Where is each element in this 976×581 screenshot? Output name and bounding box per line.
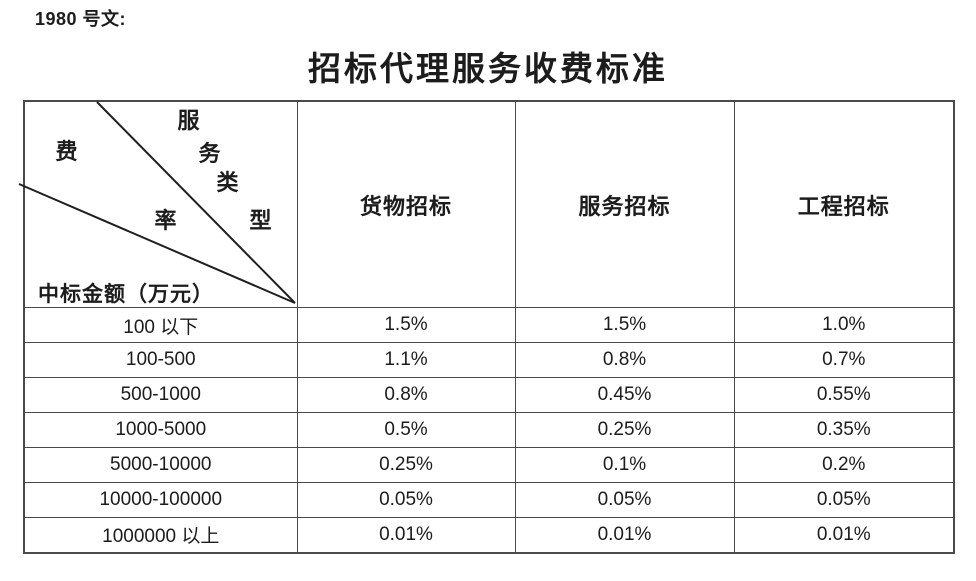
rate-cell: 0.25% [296, 447, 516, 483]
page-title: 招标代理服务收费标准 [308, 52, 668, 88]
rate-cell: 0.45% [514, 377, 735, 413]
row-amount-range: 1000-5000 [23, 412, 298, 448]
rate-cell: 0.8% [296, 377, 516, 413]
rate-cell: 0.5% [296, 412, 516, 448]
row-amount-range: 10000-100000 [23, 482, 298, 518]
row-amount-range: 500-1000 [23, 377, 298, 413]
table-row: 100-500 1.1% 0.8% 0.7% [23, 342, 955, 378]
rate-cell: 0.01% [514, 517, 735, 553]
corner-label-service-type-char: 类 [216, 170, 240, 195]
rate-cell: 0.05% [733, 482, 955, 518]
rate-cell: 0.7% [733, 342, 955, 378]
rate-cell: 0.35% [733, 412, 955, 448]
rate-cell: 0.1% [514, 447, 735, 483]
corner-label-service-type-char: 型 [249, 208, 273, 233]
table-row: 1000-5000 0.5% 0.25% 0.35% [23, 412, 955, 448]
rate-cell: 0.01% [733, 517, 955, 553]
corner-label-rate-char: 率 [154, 208, 178, 233]
corner-label-bid-amount: 中标金额（万元） [38, 282, 214, 306]
table-row: 1000000 以上 0.01% 0.01% 0.01% [23, 517, 955, 553]
rate-cell: 0.55% [733, 377, 955, 413]
table-row: 500-1000 0.8% 0.45% 0.55% [23, 377, 955, 413]
column-header-service-bidding: 服务招标 [514, 100, 735, 308]
rate-cell: 0.01% [296, 517, 516, 553]
corner-label-service-type-char: 务 [198, 141, 222, 166]
rate-cell: 1.0% [733, 307, 955, 343]
corner-label-rate-char: 费 [55, 139, 79, 164]
fee-standard-table: 服 务 类 型 费 率 中标金额（万元） 货物招标 服务招标 工程招标 100 … [18, 100, 955, 554]
row-amount-range: 1000000 以上 [23, 517, 298, 553]
diagonal-lines [18, 101, 296, 304]
row-amount-range: 5000-10000 [23, 447, 298, 483]
doc-ref-label: 1980 号文: [35, 9, 127, 29]
header-row: 服 务 类 型 费 率 中标金额（万元） 货物招标 服务招标 工程招标 [18, 100, 955, 308]
diagonal-corner-cell: 服 务 类 型 费 率 中标金额（万元） [18, 100, 298, 308]
rate-cell: 0.05% [514, 482, 735, 518]
rate-cell: 0.8% [514, 342, 735, 378]
row-amount-range: 100-500 [23, 342, 298, 378]
column-header-goods-bidding: 货物招标 [296, 100, 516, 308]
rate-cell: 1.5% [296, 307, 516, 343]
rate-cell: 0.05% [296, 482, 516, 518]
rate-cell: 1.1% [296, 342, 516, 378]
rate-cell: 1.5% [514, 307, 735, 343]
column-header-engineering-bidding: 工程招标 [733, 100, 955, 308]
table-row: 10000-100000 0.05% 0.05% 0.05% [23, 482, 955, 518]
table-row: 5000-10000 0.25% 0.1% 0.2% [23, 447, 955, 483]
row-amount-range: 100 以下 [23, 307, 298, 343]
corner-label-service-type-char: 服 [177, 108, 201, 133]
rate-cell: 0.25% [514, 412, 735, 448]
table-row: 100 以下 1.5% 1.5% 1.0% [23, 307, 955, 343]
rate-cell: 0.2% [733, 447, 955, 483]
